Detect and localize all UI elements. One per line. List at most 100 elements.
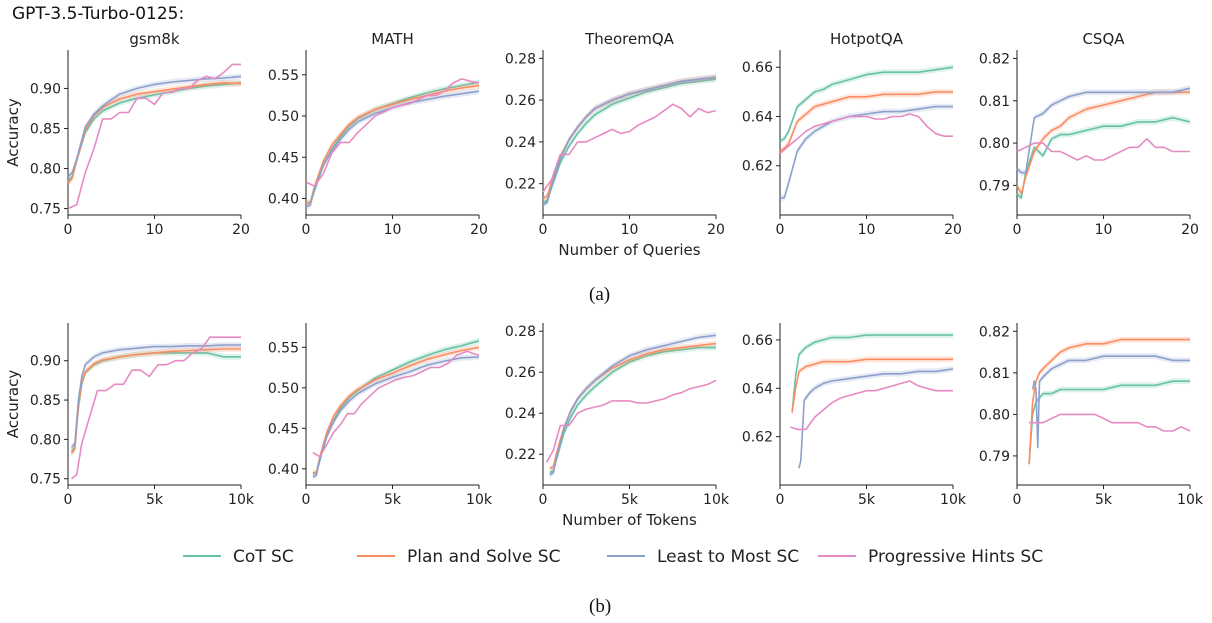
legend: CoT SC Plan and Solve SC Least to Most SC P… (183, 547, 1043, 567)
series-band (1017, 114, 1190, 201)
x-tick-label: 0 (776, 222, 785, 238)
series-line-plan-and-solve-sc (305, 84, 480, 205)
x-tick-label: 5k (384, 492, 402, 508)
subplot-b-4: 0.79 0.80 0.81 0.82 0 5k 10k (979, 323, 1204, 508)
series-line-cot-sc (1016, 116, 1191, 199)
x-tick-label: 10 (621, 222, 639, 238)
x-tick-label: 10k (940, 492, 967, 508)
series-line-plan-and-solve-sc (791, 358, 953, 413)
x-tick-label: 20 (470, 222, 488, 238)
y-tick-label: 0.64 (742, 109, 773, 125)
y-tick-label: 0.55 (268, 340, 299, 356)
x-tick-label: 10k (1177, 492, 1204, 508)
series-band (780, 64, 953, 145)
series-line-plan-and-solve-sc (67, 82, 242, 184)
y-tick-label: 0.85 (30, 121, 61, 137)
series-line-cot-sc (542, 78, 717, 204)
series-line-least-to-most-sc (70, 344, 241, 448)
x-tick-label: 10 (146, 222, 164, 238)
series-band (312, 344, 479, 477)
legend-label: Progressive Hints SC (868, 547, 1043, 567)
x-tick-label: 0 (776, 492, 785, 508)
y-tick-label: 0.82 (979, 51, 1010, 67)
x-tick-label: 10k (228, 492, 255, 508)
series-line-progressive-hints-sc (1029, 413, 1191, 432)
x-tick-label: 10k (466, 492, 493, 508)
series-band (780, 88, 953, 154)
series-band (1029, 378, 1190, 468)
y-tick-label: 0.28 (505, 324, 536, 340)
x-tick-label: 5k (858, 492, 876, 508)
series-line-least-to-most-sc (1031, 355, 1190, 449)
x-tick-label: 10 (858, 222, 876, 238)
x-tick-label: 20 (944, 222, 962, 238)
y-tick-label: 0.82 (979, 324, 1010, 340)
x-tick-label: 5k (146, 492, 164, 508)
series-line-least-to-most-sc (1016, 87, 1191, 174)
figure-title: GPT-3.5-Turbo-0125: (12, 4, 185, 24)
y-tick-label: 0.90 (30, 354, 61, 370)
y-tick-label: 0.90 (30, 81, 61, 97)
y-tick-label: 0.45 (268, 150, 299, 166)
subplot-a-2: 0.22 0.24 0.26 0.28 0 10 20 TheoremQA Number of … (505, 30, 725, 259)
x-tick-label: 0 (64, 222, 73, 238)
y-tick-label: 0.40 (268, 192, 299, 208)
subplot-title: MATH (371, 30, 413, 48)
y-tick-label: 0.64 (742, 381, 773, 397)
x-tick-label: 5k (621, 492, 639, 508)
series-band (71, 342, 241, 451)
x-tick-label: 10k (703, 492, 730, 508)
y-tick-label: 0.81 (979, 366, 1010, 382)
y-tick-label: 0.24 (505, 406, 536, 422)
subplot-title: TheoremQA (584, 30, 675, 48)
x-tick-label: 10 (384, 222, 402, 238)
series-line-least-to-most-sc (798, 368, 954, 469)
series-line-least-to-most-sc (549, 334, 717, 476)
x-tick-label: 0 (302, 222, 311, 238)
y-tick-label: 0.22 (505, 447, 536, 463)
legend-label: Plan and Solve SC (407, 547, 560, 567)
y-tick-label: 0.66 (742, 333, 773, 349)
x-axis-label: Number of Queries (558, 241, 700, 259)
series-line-plan-and-solve-sc (779, 91, 953, 152)
subplot-b-0: 0.75 0.80 0.85 0.90 0 5k 10k Accuracy (4, 323, 255, 508)
y-tick-label: 0.75 (30, 202, 61, 218)
series-line-progressive-hints-sc (71, 336, 241, 480)
y-tick-label: 0.26 (505, 93, 536, 109)
y-axis-label: Accuracy (4, 98, 22, 167)
series-line-least-to-most-sc (780, 105, 953, 199)
y-tick-label: 0.80 (979, 136, 1010, 152)
x-tick-label: 5k (1095, 492, 1113, 508)
subplot-b-2: 0.22 0.24 0.26 0.28 0 5k 10k Number of Tokens (505, 323, 730, 529)
series-band (1032, 353, 1190, 451)
y-tick-label: 0.55 (268, 68, 299, 84)
y-tick-label: 0.28 (505, 51, 536, 67)
series-line-progressive-hints-sc (305, 78, 480, 187)
series-line-progressive-hints-sc (67, 63, 241, 210)
y-tick-label: 0.79 (979, 449, 1010, 465)
y-tick-label: 0.80 (30, 432, 61, 448)
subplot-a-4: 0.79 0.80 0.81 0.82 0 10 20 CSQA (979, 30, 1199, 238)
y-tick-label: 0.24 (505, 135, 536, 151)
legend-label: Least to Most SC (657, 547, 799, 567)
series-band (71, 350, 241, 455)
x-tick-label: 0 (539, 492, 548, 508)
y-tick-label: 0.45 (268, 421, 299, 437)
x-tick-label: 0 (302, 492, 311, 508)
y-tick-label: 0.26 (505, 365, 536, 381)
series-line-progressive-hints-sc (312, 350, 480, 458)
x-tick-label: 10 (1095, 222, 1113, 238)
x-tick-label: 0 (539, 222, 548, 238)
x-tick-label: 0 (1013, 222, 1022, 238)
subplot-title: gsm8k (129, 30, 179, 48)
y-tick-label: 0.81 (979, 94, 1010, 110)
x-tick-label: 20 (1181, 222, 1199, 238)
y-tick-label: 0.85 (30, 393, 61, 409)
subplot-a-1: 0.40 0.45 0.50 0.55 0 10 20 MATH (268, 30, 488, 238)
series-band (799, 366, 953, 471)
series-band (780, 103, 953, 201)
series-line-progressive-hints-sc (790, 380, 953, 431)
series-line-plan-and-solve-sc (1016, 91, 1190, 195)
y-tick-label: 0.40 (268, 462, 299, 478)
